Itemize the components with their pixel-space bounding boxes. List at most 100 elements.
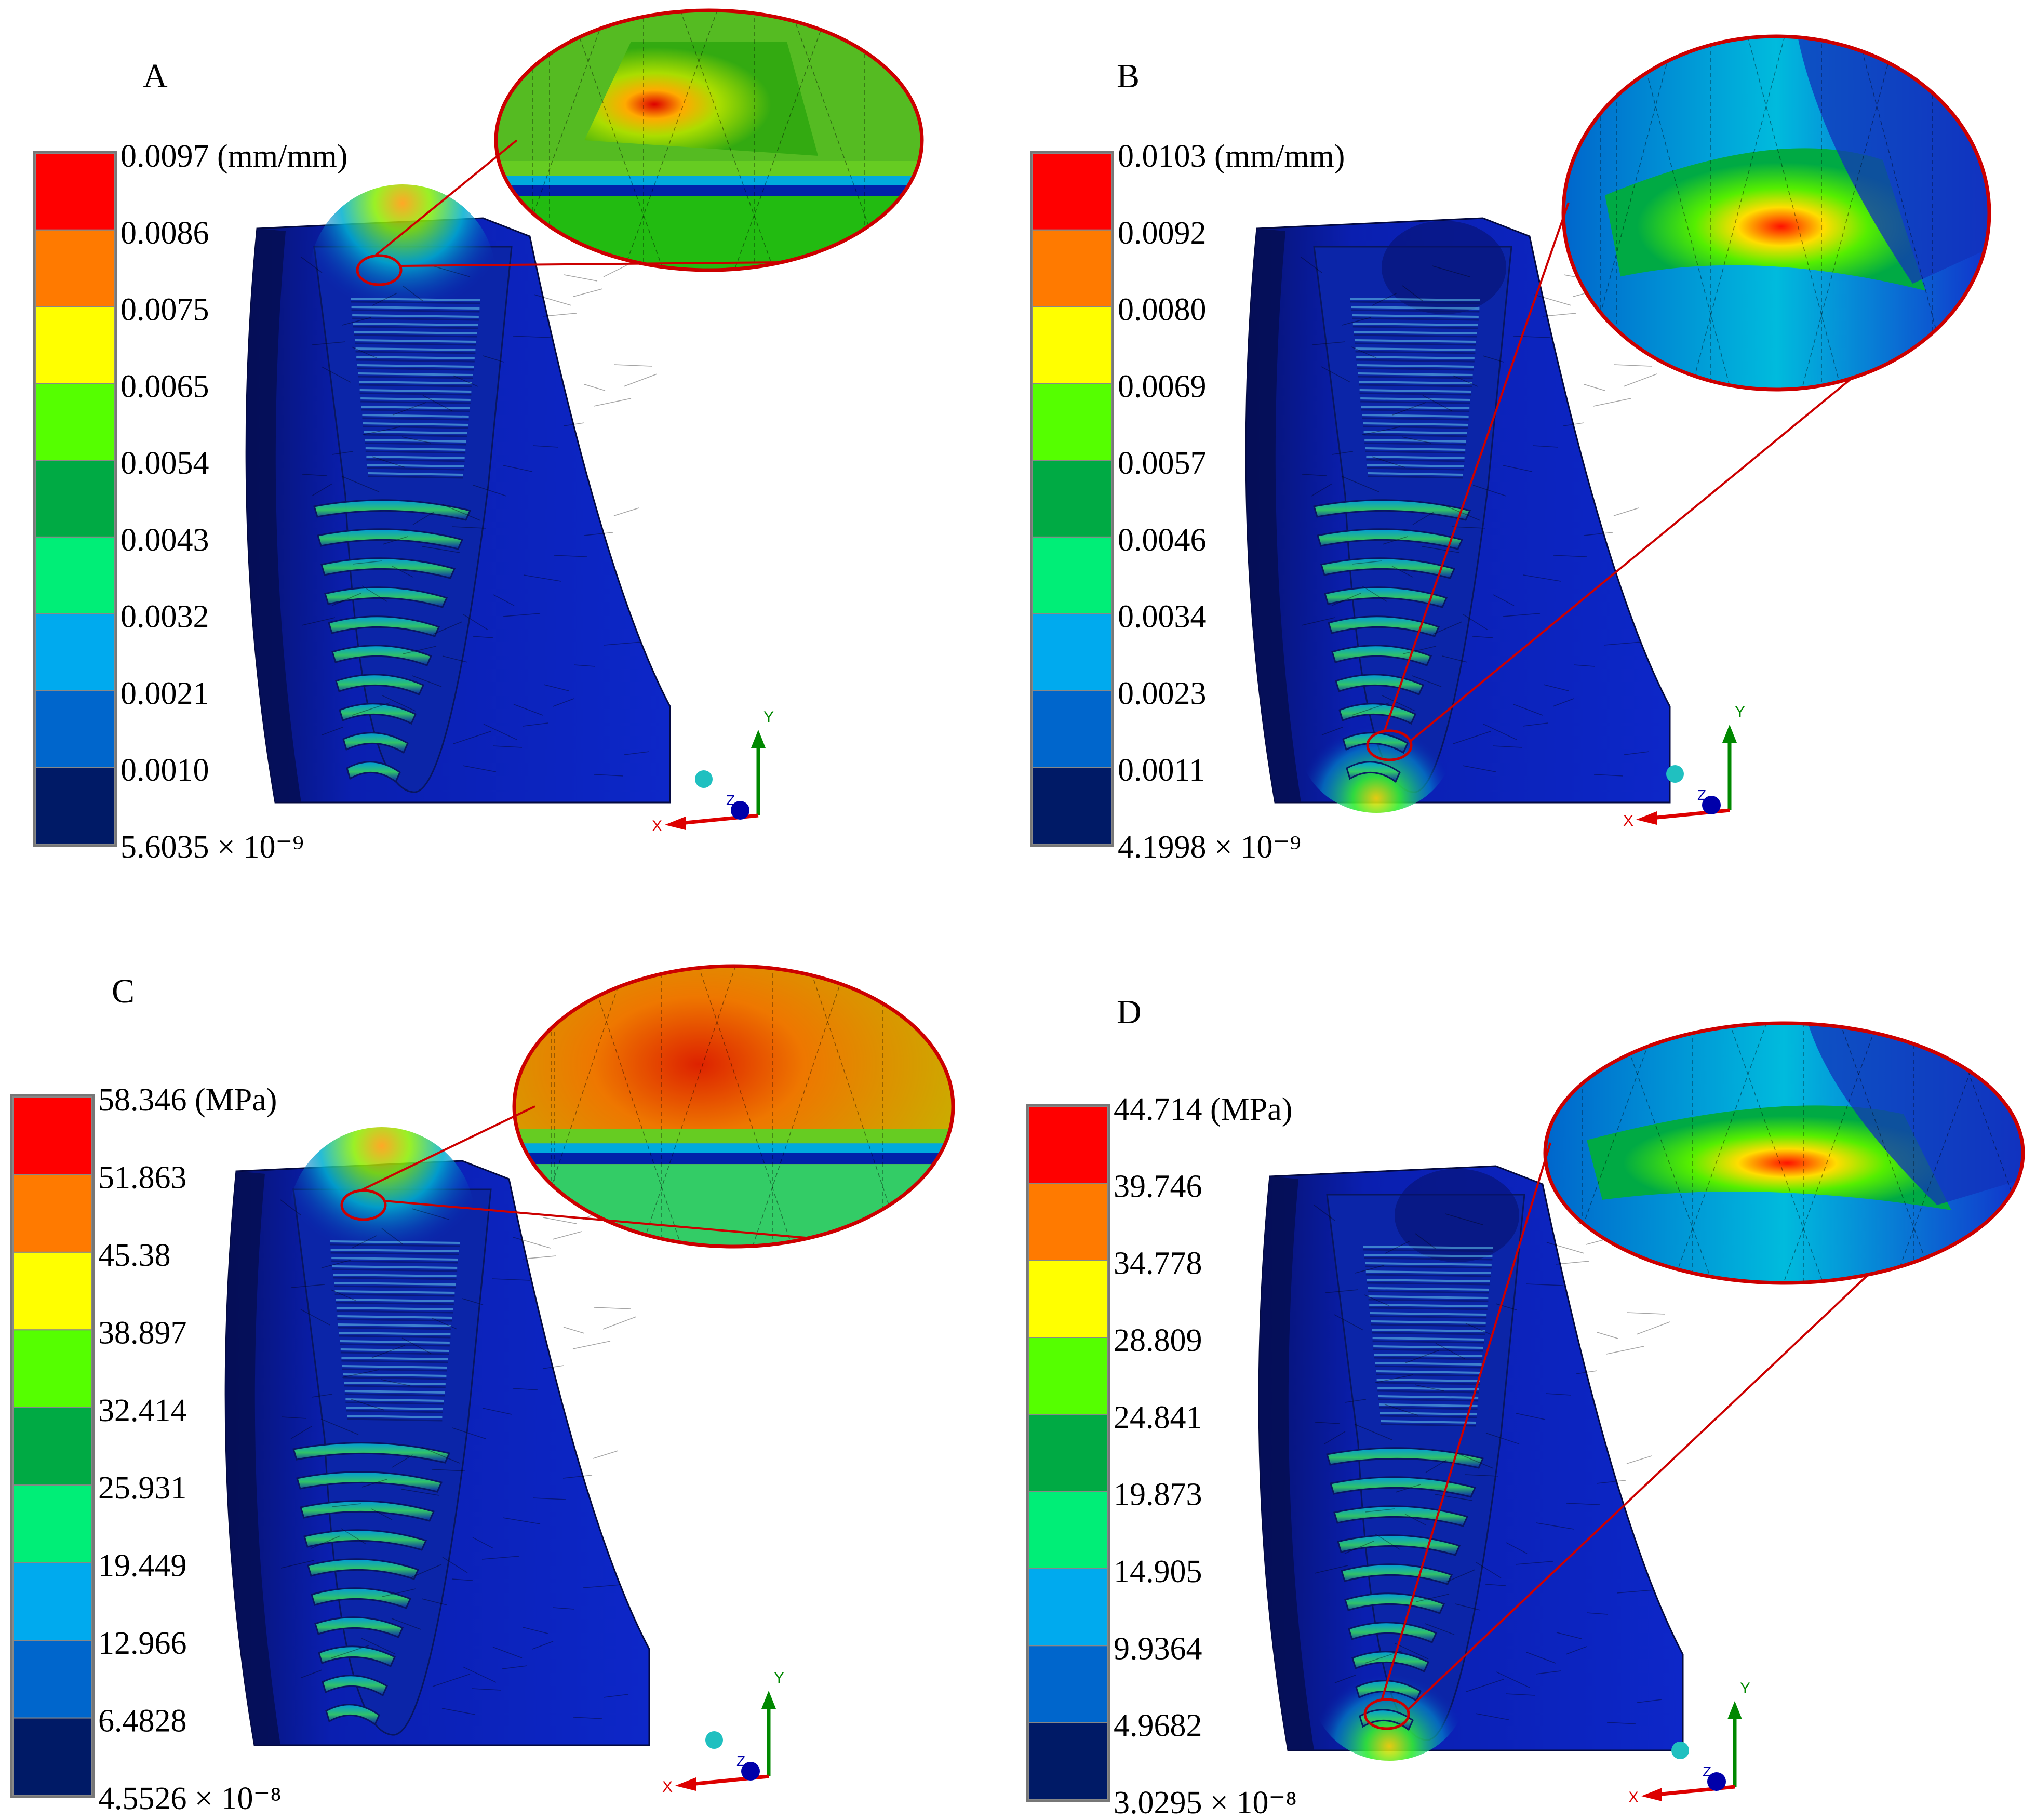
- mesh-edge: [341, 1369, 380, 1378]
- mesh-edge: [563, 1327, 585, 1334]
- mesh-edge: [301, 257, 323, 273]
- micro-thread-shadow: [1356, 359, 1475, 363]
- micro-thread: [1350, 298, 1481, 301]
- mesh-edge: [1563, 422, 1585, 426]
- mesh-edge: [1372, 292, 1398, 306]
- micro-thread: [1375, 1362, 1482, 1366]
- legend-tick-label: 39.746: [1114, 1169, 1202, 1204]
- legend-band-0: [1032, 153, 1112, 231]
- mesh-edge: [492, 1278, 530, 1281]
- legend-band-2: [1028, 1260, 1108, 1339]
- mesh-edge: [1466, 1679, 1504, 1692]
- micro-thread-shadow: [1364, 442, 1466, 446]
- mesh-edge: [512, 1388, 538, 1390]
- micro-thread-shadow: [1378, 1398, 1479, 1402]
- mesh-edge: [1495, 1303, 1517, 1310]
- mesh-edge: [1463, 614, 1489, 631]
- legend-tick-label: 0.0057: [1118, 446, 1207, 481]
- micro-thread-shadow: [1362, 425, 1468, 429]
- panel-B: 0.0103 (mm/mm) 0.0092 0.0080 0.0069 0.0057 0.…: [1030, 34, 1991, 865]
- mesh-edge: [1351, 346, 1377, 358]
- mesh-edge: [1502, 613, 1541, 617]
- micro-thread-shadow: [1369, 1307, 1488, 1310]
- legend-max-label-B: 0.0103 (mm/mm): [1118, 139, 1345, 174]
- micro-thread-shadow: [1365, 1265, 1492, 1269]
- mesh-edge: [412, 675, 442, 687]
- legend-tick-label: 0.0092: [1118, 216, 1207, 251]
- mesh-edge: [1606, 1722, 1637, 1724]
- mesh-edge: [1747, 36, 1842, 390]
- legend-band-5: [1028, 1491, 1108, 1570]
- color-legend-frame-A: [33, 151, 117, 847]
- y-axis-arrowhead: [1727, 1701, 1742, 1719]
- micro-thread-shadow: [366, 459, 465, 462]
- micro-thread-shadow: [340, 1351, 449, 1355]
- mesh-edge: [604, 641, 642, 646]
- mesh-edge: [1565, 1646, 1587, 1655]
- mesh-edge: [492, 745, 523, 748]
- micro-thread: [1362, 414, 1469, 418]
- macro-thread: [1330, 1476, 1477, 1498]
- mesh-edge: [1404, 1514, 1426, 1525]
- zoom-outline-D: [1543, 1021, 2025, 1285]
- mesh-edge: [1321, 366, 1351, 383]
- mesh-edge: [1606, 1346, 1644, 1355]
- mesh-edge: [593, 398, 632, 407]
- zoom-marker-A: [356, 254, 403, 286]
- mesh-edge: [1583, 532, 1613, 536]
- macro-thread: [300, 1500, 435, 1522]
- micro-thread: [356, 356, 475, 359]
- micro-thread-shadow: [1381, 1423, 1476, 1427]
- mesh-edge: [382, 536, 408, 545]
- mesh-edge: [443, 504, 481, 521]
- dark-zone-D: [1395, 1169, 1519, 1262]
- mesh-edge: [1516, 1413, 1546, 1420]
- micro-thread-shadow: [350, 301, 481, 304]
- micro-thread: [341, 1357, 448, 1360]
- mesh-edge: [320, 1418, 359, 1435]
- legend-min-label-D: 3.0295 × 10⁻⁸: [1114, 1785, 1297, 1820]
- mesh-edge: [734, 10, 828, 270]
- mesh-edge: [1395, 1643, 1429, 1660]
- zoom-marker-B: [1366, 729, 1413, 761]
- micro-thread-shadow: [355, 351, 476, 354]
- mesh-edge: [351, 346, 377, 358]
- mesh-edge: [1384, 1404, 1418, 1416]
- mesh-edge: [1472, 485, 1507, 497]
- micro-thread: [1367, 464, 1464, 467]
- micro-thread-shadow: [1376, 1382, 1480, 1385]
- mesh-edge: [1452, 526, 1486, 529]
- micro-thread-shadow: [1373, 1348, 1483, 1352]
- mesh-edge: [422, 395, 452, 411]
- zoom-band: [496, 161, 922, 176]
- macro-thread: [342, 732, 409, 754]
- micro-thread: [363, 422, 468, 426]
- mesh-edge: [422, 546, 460, 553]
- mesh-edge: [382, 695, 416, 712]
- micro-thread-shadow: [1350, 301, 1481, 304]
- zoom-band: [514, 1129, 953, 1144]
- mesh-edge: [513, 1237, 551, 1249]
- mesh-edge: [1636, 1321, 1670, 1335]
- micro-thread-shadow: [1367, 467, 1464, 471]
- micro-thread: [344, 1382, 446, 1385]
- color-legend-frame-B: [1030, 151, 1114, 847]
- micro-thread-shadow: [358, 376, 473, 379]
- z-axis-label-D: Z: [1703, 1763, 1711, 1779]
- mesh-edge: [372, 292, 398, 306]
- legend-band-1: [35, 229, 115, 307]
- legend-band-7: [35, 690, 115, 768]
- mesh-edge: [472, 1537, 494, 1549]
- micro-thread: [1365, 447, 1466, 451]
- mesh-edge: [1593, 774, 1624, 777]
- macro-thread: [1342, 732, 1409, 754]
- mesh-edge: [1345, 1399, 1367, 1403]
- micro-thread: [346, 1407, 444, 1410]
- mesh-edge: [1503, 465, 1533, 472]
- micro-thread-shadow: [361, 409, 470, 412]
- y-axis-label-C: Y: [774, 1669, 784, 1687]
- mesh-edge: [562, 1475, 593, 1479]
- micro-thread-shadow: [1354, 342, 1477, 346]
- mesh-edge: [1476, 1562, 1502, 1578]
- legend-band-4: [1028, 1414, 1108, 1492]
